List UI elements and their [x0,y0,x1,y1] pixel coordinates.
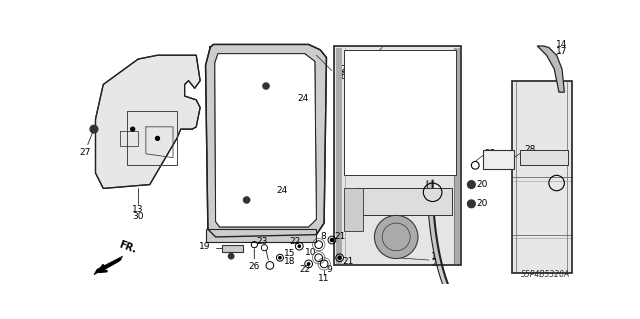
Text: 26: 26 [248,263,260,271]
Circle shape [467,181,476,189]
Text: 23: 23 [257,237,268,246]
Polygon shape [215,54,316,227]
Text: 18: 18 [284,257,295,266]
Text: 22: 22 [290,237,301,246]
Polygon shape [483,150,514,169]
Polygon shape [511,81,572,273]
Polygon shape [205,229,316,242]
Text: 17: 17 [556,47,568,56]
Circle shape [131,127,134,131]
Text: 1: 1 [431,252,437,261]
Polygon shape [215,54,316,227]
Text: 27: 27 [79,148,90,157]
Text: 29: 29 [524,153,536,162]
Text: 21: 21 [342,257,353,266]
Polygon shape [537,46,564,92]
Text: 10: 10 [305,248,316,257]
Circle shape [338,256,341,259]
Circle shape [467,200,476,208]
Text: 6: 6 [352,57,358,66]
Polygon shape [222,245,243,252]
Text: 24: 24 [276,186,287,195]
Text: 55P4B5320A: 55P4B5320A [520,270,570,278]
Polygon shape [344,189,363,231]
Text: 30: 30 [132,211,144,221]
Polygon shape [336,48,342,264]
Text: 9: 9 [326,265,332,274]
Text: 15: 15 [284,249,295,258]
Circle shape [374,215,418,258]
Circle shape [298,245,301,247]
Text: 13: 13 [132,205,144,214]
Circle shape [228,254,234,259]
Polygon shape [344,50,456,175]
Text: 14: 14 [556,40,568,49]
Text: 12: 12 [336,64,347,74]
Circle shape [330,239,333,241]
Text: 2: 2 [431,259,436,268]
Text: FR.: FR. [117,239,138,255]
Text: 25: 25 [484,149,496,158]
Text: 22: 22 [299,265,310,274]
Circle shape [156,137,159,140]
Polygon shape [205,44,326,237]
Text: 20: 20 [477,199,488,208]
Text: 19: 19 [198,242,210,251]
Text: 16: 16 [336,72,348,81]
Text: 21: 21 [334,233,346,241]
Text: 7: 7 [352,64,358,74]
Text: 8: 8 [320,233,326,241]
Text: 20: 20 [477,180,488,189]
Polygon shape [334,46,461,265]
Text: 11: 11 [318,274,330,283]
Circle shape [263,83,269,89]
Circle shape [307,263,310,265]
Polygon shape [355,189,452,215]
Polygon shape [95,55,200,189]
Circle shape [90,125,98,133]
Text: 28: 28 [524,145,536,154]
Polygon shape [455,48,460,264]
Polygon shape [428,181,468,319]
Circle shape [244,197,250,203]
Polygon shape [94,256,123,275]
Text: 24: 24 [297,94,308,103]
Circle shape [279,256,281,259]
Polygon shape [520,150,568,165]
